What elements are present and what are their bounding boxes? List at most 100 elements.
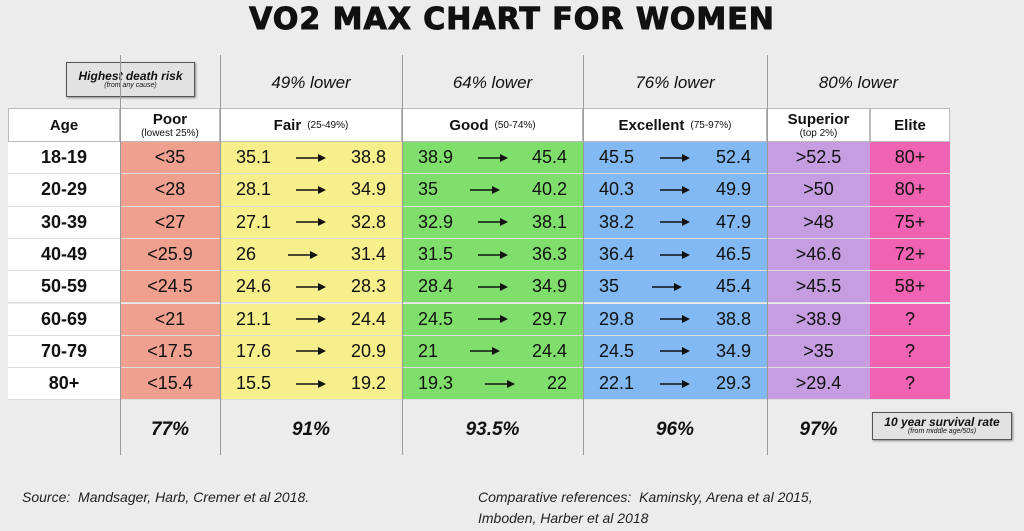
- range-to: 36.3: [531, 244, 567, 265]
- range-to: 32.8: [350, 211, 386, 232]
- header-note: (50-74%): [494, 119, 536, 131]
- table-cell: 35.1 38.8: [220, 142, 402, 175]
- survival-label: 10 year survival rate: [884, 415, 1000, 429]
- arrow: [660, 379, 690, 388]
- table-cell: 29.8 38.8: [583, 303, 767, 336]
- table-cell: 24.5 34.9: [583, 335, 767, 369]
- risk-label: Highest death risk: [78, 68, 183, 83]
- range-from: 21.1: [236, 308, 272, 329]
- header-label: Fair: [273, 116, 302, 134]
- column-header: Excellent (75-97%): [583, 108, 767, 142]
- range-from: 40.3: [599, 179, 635, 200]
- range-to: 46.5: [715, 244, 751, 265]
- range-to: 38.8: [715, 308, 751, 329]
- table-cell: <21: [120, 303, 220, 336]
- table-cell: <15.4: [120, 368, 220, 401]
- range-to: 34.9: [350, 179, 386, 200]
- range-from: 38.9: [418, 147, 454, 168]
- table-cell: <17.5: [120, 335, 220, 369]
- table-cell: >50: [767, 174, 870, 207]
- column-divider: [402, 55, 403, 455]
- table-cell: 24.6 28.3: [220, 271, 402, 304]
- range-from: 35.1: [236, 147, 272, 168]
- table-cell: 26 31.4: [220, 238, 402, 272]
- column-header: Fair (25-49%): [220, 108, 402, 142]
- column-divider: [767, 55, 768, 455]
- table-cell: 40.3 49.9: [583, 174, 767, 207]
- survival-rate: 91%: [291, 419, 331, 440]
- table-cell: <24.5: [120, 271, 220, 304]
- range-to: 45.4: [531, 147, 567, 168]
- survival-rate: 97%: [799, 419, 838, 440]
- range: 24.5 29.7: [402, 309, 583, 330]
- table-cell: 15.5 19.2: [220, 368, 402, 401]
- range: 28.1 34.9: [220, 179, 402, 200]
- arrow: [660, 153, 690, 162]
- range-to: 28.3: [350, 276, 386, 297]
- survival-rate: 96%: [655, 419, 695, 440]
- range-to: 24.4: [531, 340, 567, 361]
- header-note: (25-49%): [307, 119, 349, 131]
- table-cell: 36.4 46.5: [583, 238, 767, 272]
- header-note: (75-97%): [690, 119, 732, 131]
- range-to: 20.9: [350, 340, 386, 361]
- range-to: 34.9: [715, 340, 751, 361]
- table-cell: >48: [767, 206, 870, 239]
- arrow: [296, 282, 326, 291]
- source: Source: Mandsager, Harb, Cremer et al 20…: [22, 489, 310, 505]
- range-to: 47.9: [715, 211, 751, 232]
- range-to: 38.1: [531, 211, 567, 232]
- column-header: Poor (lowest 25%): [120, 108, 220, 142]
- range-to: 45.4: [715, 276, 751, 297]
- column-divider: [220, 55, 221, 455]
- table-cell: <35: [120, 142, 220, 175]
- table-cell: ?: [870, 335, 950, 369]
- risk-reduction: 80% lower: [818, 73, 899, 92]
- range-from: 35: [418, 179, 439, 200]
- arrow: [469, 185, 500, 194]
- range-from: 29.8: [599, 308, 635, 329]
- range: 21 24.4: [402, 341, 583, 362]
- column-header: Good (50-74%): [402, 108, 583, 142]
- range: 21.1 24.4: [220, 309, 402, 330]
- range-from: 28.4: [418, 276, 454, 297]
- arrow: [296, 379, 326, 388]
- table-cell: 17.6 20.9: [220, 335, 402, 369]
- arrow: [296, 347, 326, 356]
- table-cell: >52.5: [767, 142, 870, 175]
- table-cell: 21 24.4: [402, 335, 583, 369]
- range: 35 45.4: [583, 276, 767, 297]
- table-cell: ?: [870, 303, 950, 336]
- range: 35.1 38.8: [220, 147, 402, 168]
- range: 27.1 32.8: [220, 212, 402, 233]
- risk-reduction: 76% lower: [635, 73, 715, 92]
- range-to: 52.4: [715, 147, 751, 168]
- range: 15.5 19.2: [220, 373, 402, 394]
- table-cell: 75+: [870, 206, 950, 239]
- table-cell: 30-39: [8, 206, 120, 239]
- arrow: [296, 153, 326, 162]
- arrow: [652, 282, 683, 291]
- column-header: Age: [8, 108, 120, 142]
- risk-note: Highest death risk (from any cause): [66, 62, 195, 97]
- range-from: 35: [599, 276, 620, 297]
- range-to: 49.9: [715, 179, 751, 200]
- range: 28.4 34.9: [402, 276, 583, 297]
- table-cell: 80+: [8, 368, 120, 401]
- range: 35 40.2: [402, 179, 583, 200]
- arrow: [477, 250, 508, 259]
- table-cell: 58+: [870, 271, 950, 304]
- range-from: 45.5: [599, 147, 635, 168]
- risk-sub: (from any cause): [104, 81, 157, 89]
- range: 19.3 22: [402, 373, 583, 394]
- table-cell: 38.2 47.9: [583, 206, 767, 239]
- table-cell: 27.1 32.8: [220, 206, 402, 239]
- range-to: 34.9: [531, 276, 567, 297]
- range: 24.6 28.3: [220, 276, 402, 297]
- table-cell: 35 40.2: [402, 174, 583, 207]
- arrow: [485, 379, 515, 388]
- reference: Comparative references: Kaminsky, Arena …: [478, 489, 813, 505]
- table-cell: 28.1 34.9: [220, 174, 402, 207]
- header-note: (lowest 25%): [141, 128, 199, 139]
- table-cell: 24.5 29.7: [402, 303, 583, 336]
